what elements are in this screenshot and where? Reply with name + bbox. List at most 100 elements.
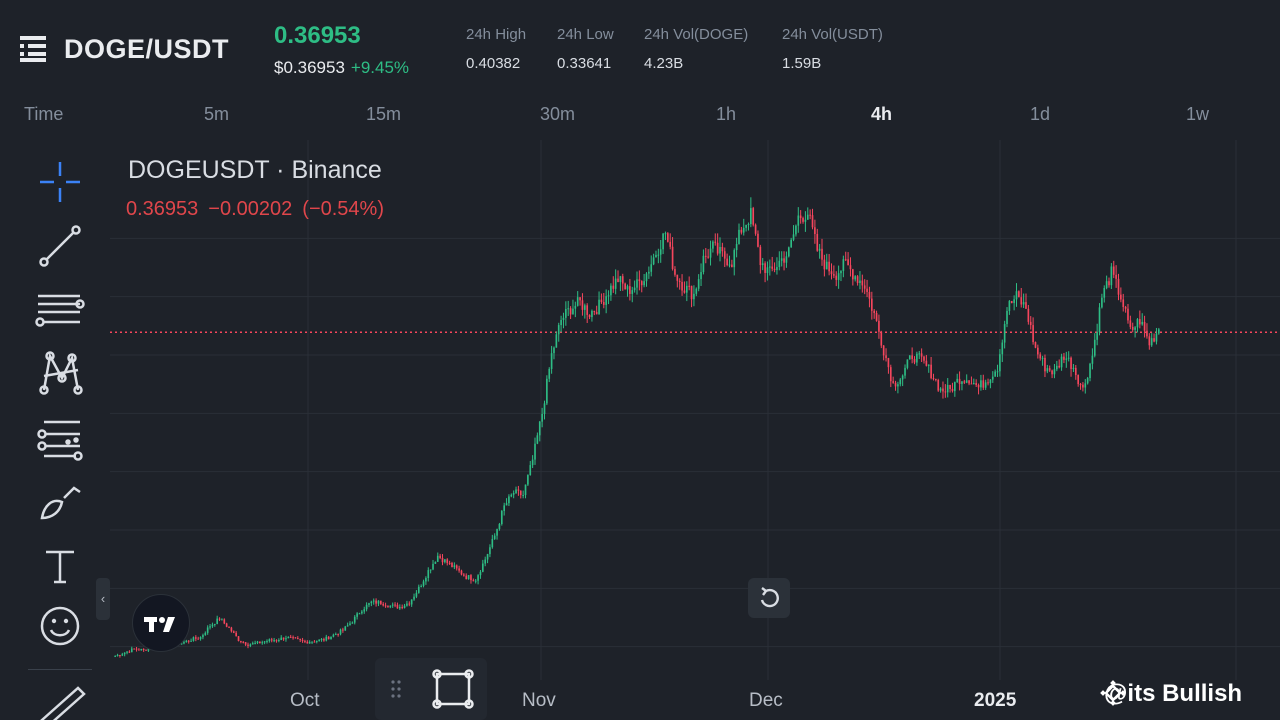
collapse-toolbar-button[interactable]: ‹ bbox=[96, 578, 110, 620]
price-chart[interactable]: DOGEUSDT · Binance 0.36953 −0.00202 (−0.54… bbox=[110, 140, 1280, 720]
candle-body bbox=[382, 603, 385, 606]
candle-body bbox=[612, 285, 615, 289]
tab-4h[interactable]: 4h bbox=[871, 104, 893, 124]
candle-body bbox=[1122, 299, 1125, 307]
candle-body bbox=[1143, 321, 1146, 331]
candle-body bbox=[432, 563, 434, 570]
menu-icon[interactable] bbox=[20, 36, 48, 62]
candle-body bbox=[1055, 365, 1058, 370]
candle-body bbox=[315, 640, 318, 642]
tab-1w[interactable]: 1w bbox=[1186, 104, 1210, 124]
candle-body bbox=[1015, 291, 1018, 300]
candle-body bbox=[579, 297, 581, 301]
candle-body bbox=[380, 600, 382, 604]
change-24h: +9.45% bbox=[350, 58, 410, 77]
candle-body bbox=[133, 648, 135, 650]
candle-body bbox=[1120, 294, 1122, 300]
candle-body bbox=[1086, 378, 1089, 384]
candle-body bbox=[515, 489, 517, 494]
candle-body bbox=[598, 299, 600, 315]
candle-body bbox=[847, 259, 849, 266]
candle-body bbox=[797, 215, 800, 226]
candle-body bbox=[145, 649, 147, 651]
tab-30m[interactable]: 30m bbox=[540, 104, 576, 124]
candle-body bbox=[263, 641, 266, 643]
candle-body bbox=[906, 359, 909, 368]
tab-time[interactable]: Time bbox=[24, 104, 64, 124]
emoji-icon[interactable] bbox=[34, 600, 86, 652]
candle-body bbox=[719, 246, 721, 254]
candle-body bbox=[742, 227, 745, 233]
candle-body bbox=[700, 272, 702, 280]
tab-1d[interactable]: 1d bbox=[1030, 104, 1051, 124]
candle-body bbox=[581, 300, 584, 310]
candle-body bbox=[346, 625, 349, 627]
candle-body bbox=[878, 320, 880, 332]
candle-body bbox=[643, 281, 645, 286]
candle-body bbox=[1079, 384, 1082, 386]
tab-5m[interactable]: 5m bbox=[204, 104, 230, 124]
candle-body bbox=[1131, 326, 1134, 330]
candle-body bbox=[1093, 339, 1096, 356]
candle-body bbox=[996, 371, 999, 373]
candle-body bbox=[261, 642, 264, 644]
x-label-2025: 2025 bbox=[974, 690, 1017, 711]
candle-body bbox=[771, 266, 774, 269]
candle-body bbox=[655, 254, 657, 258]
candle-body bbox=[956, 378, 959, 383]
candle-body bbox=[676, 274, 679, 281]
candle-body bbox=[1077, 375, 1080, 385]
candle-body bbox=[790, 239, 793, 248]
tab-15m[interactable]: 15m bbox=[366, 104, 402, 124]
candle-body bbox=[1139, 319, 1141, 325]
candle-body bbox=[667, 233, 669, 242]
pair-title[interactable]: DOGE/USDT bbox=[64, 34, 230, 64]
candle-body bbox=[1089, 363, 1091, 379]
drawing-toolbar bbox=[0, 140, 110, 720]
brush-icon[interactable] bbox=[34, 476, 86, 528]
pattern-icon[interactable] bbox=[34, 348, 86, 400]
reset-chart-button[interactable] bbox=[748, 578, 790, 618]
candle-body bbox=[251, 643, 254, 645]
candle-body bbox=[761, 263, 764, 266]
candle-body bbox=[358, 613, 361, 615]
text-icon[interactable] bbox=[34, 540, 86, 592]
candle-body bbox=[636, 279, 638, 288]
candle-body bbox=[254, 642, 256, 644]
horizontal-lines-icon[interactable] bbox=[34, 284, 86, 336]
ruler-icon[interactable] bbox=[34, 676, 86, 720]
candle-body bbox=[809, 214, 811, 216]
candle-body bbox=[833, 274, 835, 276]
candle-body bbox=[123, 652, 126, 655]
candle-body bbox=[1058, 365, 1061, 368]
candle-body bbox=[1101, 297, 1103, 308]
candle-body bbox=[401, 607, 404, 609]
tab-1h[interactable]: 1h bbox=[716, 104, 737, 124]
crosshair-icon[interactable] bbox=[34, 156, 86, 208]
candle-body bbox=[244, 642, 247, 645]
candle-body bbox=[932, 378, 935, 380]
candle-body bbox=[1060, 356, 1063, 368]
x-label-oct: Oct bbox=[290, 690, 320, 711]
candle-body bbox=[1037, 347, 1039, 355]
candle-body bbox=[325, 636, 328, 641]
rectangle-icon bbox=[432, 669, 474, 709]
candle-body bbox=[484, 559, 487, 564]
candle-body bbox=[704, 255, 707, 257]
candle-body bbox=[536, 435, 539, 444]
candle-body bbox=[991, 376, 994, 380]
candle-body bbox=[406, 603, 408, 606]
candle-body bbox=[429, 569, 432, 571]
candle-body bbox=[816, 234, 819, 251]
candle-body bbox=[690, 285, 693, 300]
trend-line-icon[interactable] bbox=[34, 220, 86, 272]
fib-icon[interactable] bbox=[34, 412, 86, 464]
candle-body bbox=[548, 368, 551, 379]
candle-body bbox=[740, 229, 743, 233]
candle-body bbox=[987, 382, 989, 384]
candle-body bbox=[1010, 301, 1013, 304]
tradingview-logo[interactable] bbox=[132, 594, 190, 652]
candle-body bbox=[301, 639, 304, 641]
candle-body bbox=[280, 637, 283, 641]
candle-body bbox=[546, 378, 548, 404]
